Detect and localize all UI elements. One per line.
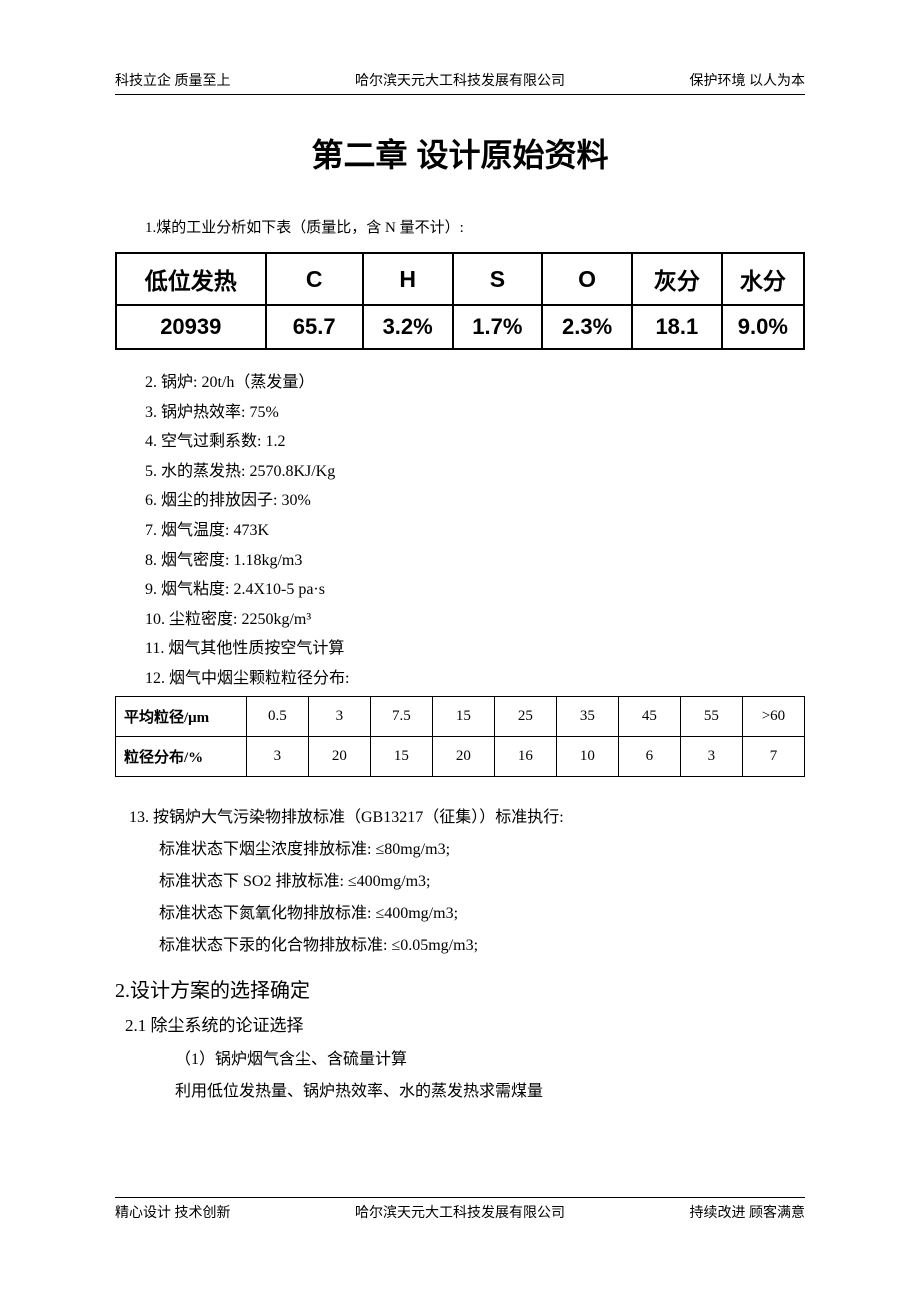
table-cell: 45 xyxy=(618,696,680,736)
table-cell: 9.0% xyxy=(722,305,804,349)
table-cell: 3 xyxy=(308,696,370,736)
footer-center: 哈尔滨天元大工科技发展有限公司 xyxy=(355,1202,565,1222)
list-item: 3. 锅炉热效率: 75% xyxy=(145,398,805,428)
table-header: 水分 xyxy=(722,253,804,305)
item-13: 13. 按锅炉大气污染物排放标准（GB13217（征集））标准执行: xyxy=(129,802,805,834)
table-cell: 0.5 xyxy=(246,696,308,736)
particle-size-table: 平均粒径/μm 0.5 3 7.5 15 25 35 45 55 >60 粒径分… xyxy=(115,696,805,777)
chapter-title: 第二章 设计原始资料 xyxy=(115,130,805,176)
table-row: 粒径分布/% 3 20 15 20 16 10 6 3 7 xyxy=(116,736,805,776)
table-cell: 55 xyxy=(680,696,742,736)
table-cell: 16 xyxy=(494,736,556,776)
list-item: 9. 烟气粘度: 2.4X10-5 pa·s xyxy=(145,575,805,605)
standard-line: 标准状态下氮氧化物排放标准: ≤400mg/m3; xyxy=(159,898,805,930)
header-right: 保护环境 以人为本 xyxy=(690,70,806,90)
page-footer: 精心设计 技术创新 哈尔滨天元大工科技发展有限公司 持续改进 顾客满意 xyxy=(115,1197,805,1222)
table-cell: 7 xyxy=(742,736,804,776)
standard-line: 标准状态下 SO2 排放标准: ≤400mg/m3; xyxy=(159,866,805,898)
table-cell: 20 xyxy=(432,736,494,776)
list-item: 8. 烟气密度: 1.18kg/m3 xyxy=(145,546,805,576)
list-item: 7. 烟气温度: 473K xyxy=(145,516,805,546)
list-item: 11. 烟气其他性质按空气计算 xyxy=(145,634,805,664)
table-cell: 10 xyxy=(556,736,618,776)
list-item: 5. 水的蒸发热: 2570.8KJ/Kg xyxy=(145,457,805,487)
table-cell: 1.7% xyxy=(453,305,543,349)
table-header: O xyxy=(542,253,632,305)
standard-line: 标准状态下烟尘浓度排放标准: ≤80mg/m3; xyxy=(159,834,805,866)
list-item: 10. 尘粒密度: 2250kg/m³ xyxy=(145,605,805,635)
table-cell: 18.1 xyxy=(632,305,722,349)
sub-body-line: （1）锅炉烟气含尘、含硫量计算 xyxy=(175,1044,805,1076)
table-header: C xyxy=(266,253,363,305)
footer-right: 持续改进 顾客满意 xyxy=(690,1202,806,1222)
table-cell: 15 xyxy=(432,696,494,736)
section-heading: 2.设计方案的选择确定 xyxy=(115,974,805,1003)
table-cell: 6 xyxy=(618,736,680,776)
table-cell: 65.7 xyxy=(266,305,363,349)
list-item: 6. 烟尘的排放因子: 30% xyxy=(145,486,805,516)
list-item: 12. 烟气中烟尘颗粒粒径分布: xyxy=(145,664,805,694)
table-cell: 3 xyxy=(680,736,742,776)
page-header: 科技立企 质量至上 哈尔滨天元大工科技发展有限公司 保护环境 以人为本 xyxy=(115,70,805,95)
table-cell: 2.3% xyxy=(542,305,632,349)
table-cell: 25 xyxy=(494,696,556,736)
table-row: 平均粒径/μm 0.5 3 7.5 15 25 35 45 55 >60 xyxy=(116,696,805,736)
list-item: 4. 空气过剩系数: 1.2 xyxy=(145,427,805,457)
footer-left: 精心设计 技术创新 xyxy=(115,1202,231,1222)
table-header: 灰分 xyxy=(632,253,722,305)
table-cell: 20939 xyxy=(116,305,266,349)
table-header: 低位发热 xyxy=(116,253,266,305)
table-cell: 7.5 xyxy=(370,696,432,736)
table-row: 20939 65.7 3.2% 1.7% 2.3% 18.1 9.0% xyxy=(116,305,804,349)
parameter-list: 2. 锅炉: 20t/h（蒸发量） 3. 锅炉热效率: 75% 4. 空气过剩系… xyxy=(145,368,805,694)
table-cell: 3.2% xyxy=(363,305,453,349)
sub-body-line: 利用低位发热量、锅炉热效率、水的蒸发热求需煤量 xyxy=(175,1076,805,1108)
coal-analysis-table: 低位发热 C H S O 灰分 水分 20939 65.7 3.2% 1.7% … xyxy=(115,252,805,350)
header-center: 哈尔滨天元大工科技发展有限公司 xyxy=(355,70,565,90)
intro-text: 1.煤的工业分析如下表（质量比，含 N 量不计）: xyxy=(145,216,805,237)
table-header: 粒径分布/% xyxy=(116,736,247,776)
table-row: 低位发热 C H S O 灰分 水分 xyxy=(116,253,804,305)
table-cell: 15 xyxy=(370,736,432,776)
table-cell: 3 xyxy=(246,736,308,776)
table-header: H xyxy=(363,253,453,305)
list-item: 2. 锅炉: 20t/h（蒸发量） xyxy=(145,368,805,398)
table-cell: 20 xyxy=(308,736,370,776)
table-cell: 35 xyxy=(556,696,618,736)
table-header: 平均粒径/μm xyxy=(116,696,247,736)
header-left: 科技立企 质量至上 xyxy=(115,70,231,90)
subsection-heading: 2.1 除尘系统的论证选择 xyxy=(125,1011,805,1036)
standard-line: 标准状态下汞的化合物排放标准: ≤0.05mg/m3; xyxy=(159,930,805,962)
table-header: S xyxy=(453,253,543,305)
table-cell: >60 xyxy=(742,696,804,736)
